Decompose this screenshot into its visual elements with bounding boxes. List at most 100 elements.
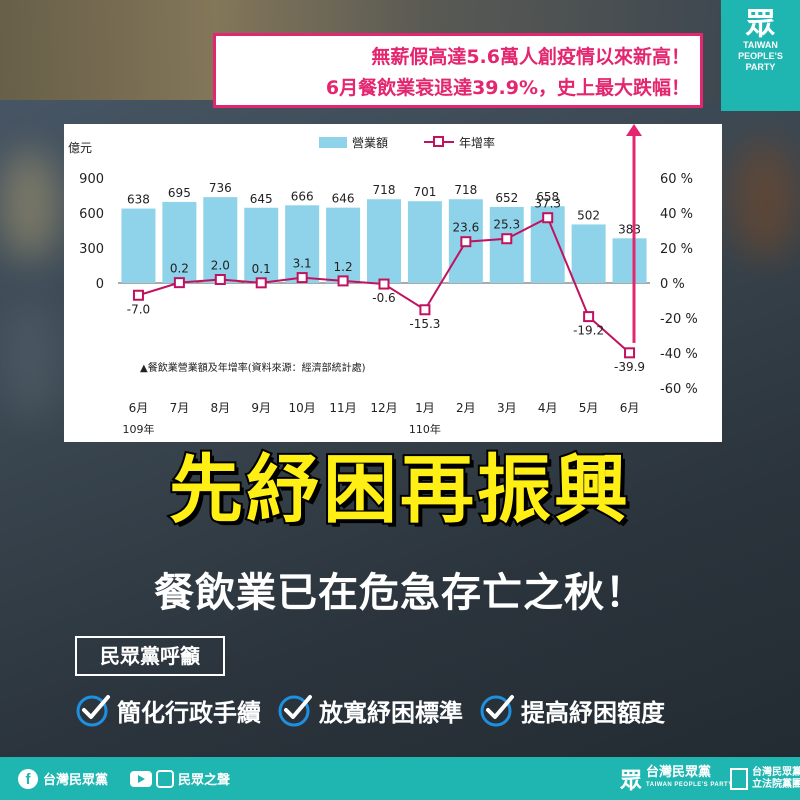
party-footer-name: 台灣民眾黨: [646, 764, 712, 780]
check-label: 提高紓困額度: [521, 698, 665, 727]
x-category-label: 4月: [538, 401, 558, 415]
x-category-label: 5月: [579, 401, 599, 415]
party-logo-mark: 眾: [745, 7, 776, 42]
check-list: 簡化行政手續 放寬紓困標準 提高紓困額度: [75, 688, 725, 732]
check-item: 放寬紓困標準: [277, 692, 463, 728]
revenue-bar: [489, 206, 524, 283]
growth-rate-label: 3.1: [293, 257, 312, 271]
growth-rate-point: [460, 236, 472, 248]
y-right-tick-label: 40 %: [660, 207, 693, 222]
growth-rate-label: -39.9: [614, 360, 645, 374]
revenue-bar-label: 646: [332, 192, 355, 206]
y-right-tick-label: -40 %: [660, 347, 698, 362]
caucus-line-2: 立法院黨團: [752, 778, 800, 790]
growth-rate-label: -7.0: [127, 302, 150, 316]
revenue-bar-label: 502: [577, 208, 600, 222]
y-right-tick-label: -60 %: [660, 382, 698, 397]
check-label: 放寬紓困標準: [319, 698, 463, 727]
revenue-bar-label: 652: [495, 191, 518, 205]
growth-rate-label: 2.0: [211, 259, 230, 273]
x-year-label: 110年: [409, 422, 441, 436]
x-category-label: 1月: [415, 401, 435, 415]
revenue-bar-label: 645: [250, 192, 273, 206]
x-category-label: 6月: [620, 401, 640, 415]
x-category-label: 2月: [456, 401, 476, 415]
revenue-bar-label: 718: [373, 183, 396, 197]
revenue-bar: [285, 205, 320, 283]
revenue-bar-label: 718: [454, 183, 477, 197]
background-blob: [730, 140, 800, 260]
caucus-footer-text: 台灣民眾黨 立法院黨團: [752, 767, 800, 791]
voice-brand-icon: [156, 769, 174, 788]
party-logo-line: PARTY: [745, 62, 776, 72]
youtube-brand-label: 民眾之聲: [178, 773, 231, 788]
headline-line-2: 6月餐飲業衰退達39.9%，史上最大跌幅！: [325, 77, 690, 99]
x-category-label: 10月: [289, 401, 316, 415]
facebook-link[interactable]: f 台灣民眾黨: [18, 757, 108, 800]
party-logo: 眾 TAIWAN PEOPLE'S PARTY: [721, 0, 800, 111]
growth-rate-point: [583, 311, 595, 323]
growth-rate-label: -19.2: [573, 324, 604, 338]
revenue-bar-label: 701: [413, 185, 436, 199]
growth-rate-label: -15.3: [409, 317, 440, 331]
party-logo-line: TAIWAN: [743, 40, 778, 50]
check-circle-icon: [480, 695, 514, 727]
x-category-label: 3月: [497, 401, 517, 415]
growth-rate-point: [378, 278, 390, 290]
growth-rate-point: [173, 277, 185, 289]
main-title: 先紓困再振興: [167, 445, 631, 535]
revenue-bar-label: 695: [168, 186, 191, 200]
legend-line-marker: [433, 136, 444, 147]
revenue-bar: [121, 208, 156, 283]
background-blob: [0, 150, 60, 260]
x-category-label: 6月: [129, 401, 149, 415]
check-label: 簡化行政手續: [117, 698, 261, 727]
revenue-bar-label: 658: [536, 190, 559, 204]
party-mark-icon: 眾: [620, 768, 643, 794]
party-footer-logo: 眾 台灣民眾黨 TAIWAN PEOPLE'S PARTY: [620, 757, 733, 800]
y-left-tick-label: 0: [96, 277, 104, 292]
facebook-label: 台灣民眾黨: [43, 773, 109, 788]
caucus-line-1: 台灣民眾黨: [752, 766, 800, 778]
growth-rate-point: [296, 272, 308, 284]
footer-bar: f 台灣民眾黨 民眾之聲 眾 台灣民眾黨 TAIWAN PEOPLE'S PAR…: [0, 757, 800, 800]
growth-rate-point: [419, 304, 431, 316]
revenue-bar: [162, 201, 197, 283]
revenue-growth-chart: 億元 營業額 年增率 900 600 300 0 60 % 40 % 20 % 0 % -20 % -4…: [68, 124, 698, 436]
x-category-label: 8月: [210, 401, 230, 415]
growth-rate-point: [542, 212, 554, 224]
growth-rate-label: 25.3: [493, 218, 520, 232]
youtube-link[interactable]: 民眾之聲: [130, 757, 230, 800]
check-item: 簡化行政手續: [75, 692, 261, 728]
growth-rate-point: [132, 289, 144, 301]
growth-rate-point: [337, 275, 349, 287]
revenue-bar-label: 383: [618, 222, 641, 236]
call-label: 民眾黨呼籲: [75, 636, 225, 676]
x-category-label: 9月: [251, 401, 271, 415]
facebook-icon: f: [18, 768, 38, 789]
revenue-bar-label: 736: [209, 181, 232, 195]
y-left-tick-label: 900: [79, 172, 104, 187]
sub-title: 餐飲業已在危急存亡之秋！: [154, 570, 646, 616]
revenue-bar: [326, 207, 361, 283]
check-item: 提高紓困額度: [479, 692, 665, 728]
y-left-tick-label: 300: [79, 242, 104, 257]
revenue-bar-label: 666: [291, 189, 314, 203]
y-left-tick-label: 600: [79, 207, 104, 222]
x-category-label: 12月: [370, 401, 397, 415]
check-circle-icon: [278, 695, 312, 727]
growth-rate-label: 0.1: [252, 262, 271, 276]
growth-rate-label: 0.2: [170, 262, 189, 276]
chart-panel: 億元 營業額 年增率 900 600 300 0 60 % 40 % 20 % 0 % -20 % -4…: [64, 124, 722, 442]
headline-line-1: 無薪假高達5.6萬人創疫情以來新高！: [371, 46, 690, 68]
growth-rate-label: 1.2: [334, 260, 353, 274]
check-circle-icon: [76, 695, 110, 727]
legend-line-label: 年增率: [459, 135, 495, 150]
caucus-footer-logo: 台灣民眾黨 立法院黨團: [730, 757, 800, 800]
growth-rate-label: -0.6: [372, 291, 395, 305]
y-right-tick-label: 20 %: [660, 242, 693, 257]
revenue-bar: [367, 199, 401, 283]
headline-callout: 無薪假高達5.6萬人創疫情以來新高！ 6月餐飲業衰退達39.9%，史上最大跌幅！: [213, 33, 703, 108]
growth-rate-point: [214, 274, 226, 285]
party-footer-text: 台灣民眾黨 TAIWAN PEOPLE'S PARTY: [646, 766, 733, 792]
